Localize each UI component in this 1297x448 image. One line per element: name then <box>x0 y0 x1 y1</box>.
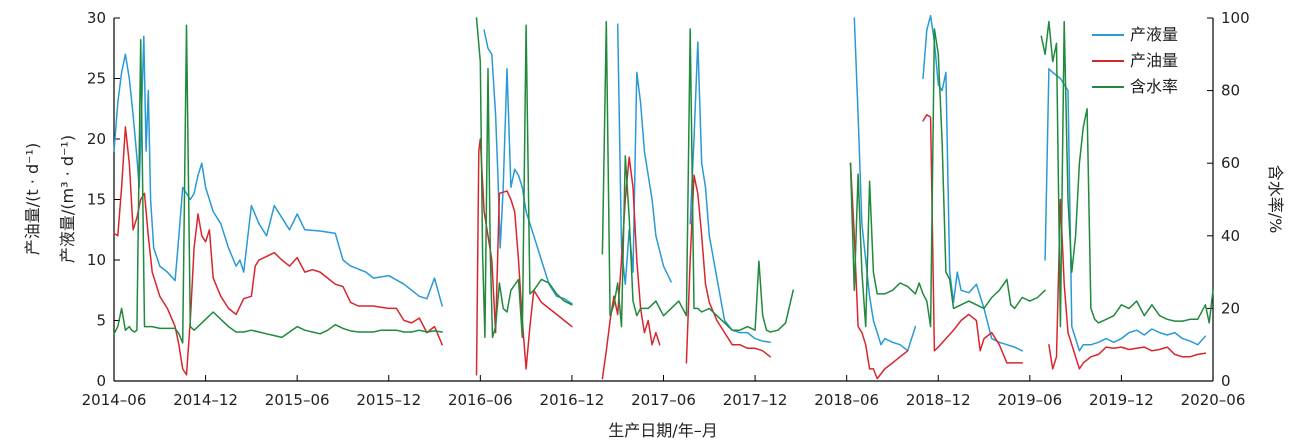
right-y-tick-label: 60 <box>1221 154 1240 172</box>
left-y-tick-label: 25 <box>87 70 106 88</box>
left-y-tick-label: 5 <box>96 312 106 330</box>
series-line-segment <box>1044 68 1207 352</box>
x-axis-ticks: 2014–06 2014–12 2015–06 2015–12 2016–06 2016–… <box>82 375 1246 409</box>
series-3 <box>113 17 1214 344</box>
series-line-segment <box>922 14 1023 352</box>
series-line-segment <box>1048 198 1207 370</box>
legend-label: 含水率 <box>1130 77 1178 96</box>
right-y-tick-label: 40 <box>1221 227 1240 245</box>
series-line-segment <box>475 17 573 339</box>
series-line-segment <box>1040 20 1214 328</box>
left-y-tick-label: 0 <box>96 372 106 390</box>
series-line-segment <box>922 114 1023 364</box>
x-tick-label: 2015–06 <box>265 391 330 409</box>
series-line-segment <box>685 174 772 364</box>
series-2 <box>113 114 1207 380</box>
x-tick-label: 2017–12 <box>723 391 788 409</box>
x-tick-label: 2018–12 <box>906 391 971 409</box>
x-tick-label: 2016–06 <box>448 391 513 409</box>
left-y-tick-label: 10 <box>87 251 106 269</box>
right-y-tick-label: 100 <box>1221 9 1250 27</box>
right-y-axis-ticks: 0 20 40 60 80 100 <box>1207 9 1250 390</box>
right-y-tick-label: 0 <box>1221 372 1231 390</box>
series-1 <box>113 14 1207 352</box>
series-lines <box>113 14 1214 380</box>
x-tick-label: 2018–06 <box>814 391 879 409</box>
left-y-axis-title-outer: 产油量/(t · d⁻¹) <box>23 143 42 255</box>
series-line-segment <box>689 41 772 344</box>
left-y-tick-label: 15 <box>87 191 106 209</box>
x-tick-label: 2017–06 <box>631 391 696 409</box>
series-line-segment <box>616 23 672 285</box>
x-tick-label: 2019–06 <box>997 391 1062 409</box>
legend-label: 产油量 <box>1130 51 1178 70</box>
series-line-segment <box>853 17 917 352</box>
series-line-segment <box>113 35 443 307</box>
x-tick-label: 2020–06 <box>1181 391 1246 409</box>
x-tick-label: 2016–12 <box>540 391 605 409</box>
series-line-segment <box>849 162 909 380</box>
x-axis-title: 生产日期/年–月 <box>608 421 717 440</box>
left-y-axis-ticks: 0 5 10 15 20 25 30 <box>87 9 120 390</box>
right-y-tick-label: 80 <box>1221 82 1240 100</box>
x-tick-label: 2014–06 <box>82 391 147 409</box>
legend-label: 产液量 <box>1130 25 1178 44</box>
x-tick-label: 2019–12 <box>1089 391 1154 409</box>
series-line-segment <box>601 20 794 333</box>
right-y-axis-title: 含水率/% <box>1266 165 1285 234</box>
right-y-tick-label: 20 <box>1221 299 1240 317</box>
series-line-segment <box>113 24 443 344</box>
left-y-tick-label: 20 <box>87 130 106 148</box>
series-line-segment <box>113 126 443 376</box>
left-y-tick-label: 30 <box>87 9 106 27</box>
left-y-axis-title-inner: 产液量/(m³ · d⁻¹) <box>58 135 77 263</box>
x-tick-label: 2014–12 <box>173 391 238 409</box>
x-tick-label: 2015–12 <box>356 391 421 409</box>
series-line-segment <box>849 28 1046 328</box>
